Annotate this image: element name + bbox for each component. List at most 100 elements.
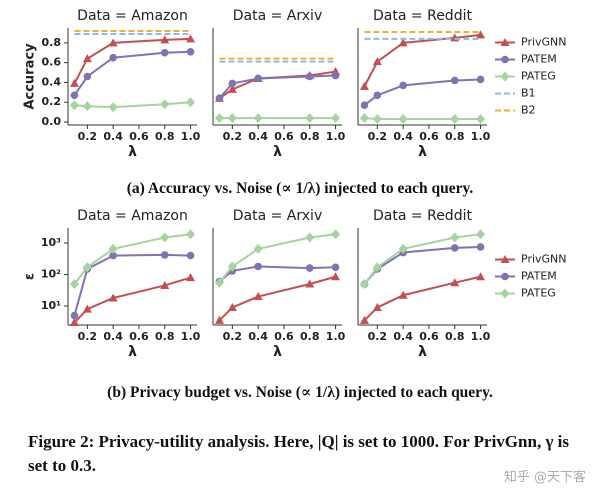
series-line <box>363 33 481 87</box>
marker <box>108 293 118 302</box>
marker <box>109 251 117 260</box>
y-axis-label: Accuracy <box>23 43 38 110</box>
marker <box>108 38 118 47</box>
marker <box>227 113 237 124</box>
marker <box>214 113 224 124</box>
x-tick-label: 0.4 <box>393 130 413 143</box>
marker <box>331 113 341 124</box>
marker <box>227 261 237 272</box>
marker <box>372 114 382 125</box>
marker <box>450 76 459 85</box>
marker <box>360 101 369 110</box>
marker <box>476 75 485 84</box>
series-line <box>74 101 191 109</box>
x-tick-label: 0.4 <box>248 330 268 343</box>
marker <box>227 302 237 311</box>
marker <box>359 81 369 90</box>
marker <box>69 100 79 111</box>
marker <box>186 251 195 260</box>
marker <box>331 229 341 240</box>
marker <box>501 55 509 64</box>
marker <box>253 113 263 124</box>
x-tick-label: 0.6 <box>129 130 149 143</box>
caption: (b) Privacy budget vs. Noise (∝ 1/λ) inj… <box>107 384 493 401</box>
series-line <box>218 275 336 322</box>
marker <box>83 72 92 81</box>
x-tick-label: 0.2 <box>223 130 243 143</box>
x-tick-label: 0.4 <box>103 130 123 143</box>
legend-label: PATEG <box>521 287 556 300</box>
x-tick-label: 0.8 <box>300 330 320 343</box>
y-axis-label: ε <box>23 273 38 280</box>
x-axis-label: λ <box>418 344 427 360</box>
marker <box>82 54 92 63</box>
x-tick-label: 1.0 <box>471 330 491 343</box>
series-line <box>218 233 336 284</box>
x-tick-label: 0.4 <box>248 130 268 143</box>
x-tick-label: 1.0 <box>471 130 491 143</box>
marker <box>476 30 486 39</box>
marker <box>160 48 169 57</box>
marker <box>186 47 195 56</box>
marker <box>359 279 369 290</box>
marker <box>476 243 485 251</box>
marker <box>215 94 224 103</box>
chart-title: Data = Reddit <box>373 8 472 24</box>
marker <box>450 244 459 252</box>
marker <box>500 288 510 299</box>
marker <box>359 113 369 124</box>
marker <box>82 101 92 112</box>
marker <box>501 272 509 281</box>
marker <box>228 79 237 88</box>
marker <box>331 272 341 281</box>
marker <box>399 81 407 90</box>
x-axis-label: λ <box>273 144 282 160</box>
x-tick-label: 0.2 <box>78 130 98 143</box>
marker <box>372 262 382 273</box>
marker <box>160 35 170 44</box>
x-tick-label: 0.4 <box>103 330 123 343</box>
y-tick-label: 0.8 <box>42 36 62 49</box>
x-axis-label: λ <box>418 144 427 160</box>
marker <box>160 280 170 289</box>
series-line <box>363 233 481 285</box>
x-tick-label: 1.0 <box>181 130 201 143</box>
x-axis-label: λ <box>273 344 282 360</box>
marker <box>476 272 486 281</box>
x-tick-label: 0.8 <box>155 330 175 343</box>
y-tick-label: 0.4 <box>42 75 62 88</box>
marker <box>109 53 117 62</box>
marker <box>305 279 315 288</box>
x-tick-label: 1.0 <box>326 130 346 143</box>
legend-label: PATEG <box>521 70 556 83</box>
series-line <box>363 275 481 322</box>
marker <box>500 255 510 263</box>
marker <box>398 243 408 254</box>
y-tick-label: 10³ <box>41 236 61 249</box>
marker <box>214 277 224 288</box>
marker <box>305 232 315 243</box>
x-tick-label: 0.8 <box>445 330 465 343</box>
caption: (a) Accuracy vs. Noise (∝ 1/λ) injected … <box>126 180 474 197</box>
chart-title: Data = Amazon <box>77 8 188 24</box>
marker <box>214 315 224 324</box>
series-line <box>73 37 191 84</box>
marker <box>450 114 460 125</box>
legend-label: B1 <box>521 87 536 100</box>
marker <box>331 71 340 80</box>
y-tick-label: 0.6 <box>42 56 62 69</box>
x-tick-label: 0.8 <box>300 130 320 143</box>
x-tick-label: 0.2 <box>368 330 388 343</box>
x-tick-label: 0.6 <box>129 330 149 343</box>
x-tick-label: 0.2 <box>223 330 243 343</box>
marker <box>160 251 169 259</box>
series-line <box>363 245 481 285</box>
x-tick-label: 0.8 <box>445 130 465 143</box>
marker <box>69 279 79 290</box>
marker <box>186 229 196 240</box>
chart-title: Data = Reddit <box>373 208 472 224</box>
legend-label: PATEM <box>521 53 557 66</box>
x-tick-label: 1.0 <box>181 330 201 343</box>
marker <box>82 262 92 273</box>
marker <box>476 229 486 240</box>
